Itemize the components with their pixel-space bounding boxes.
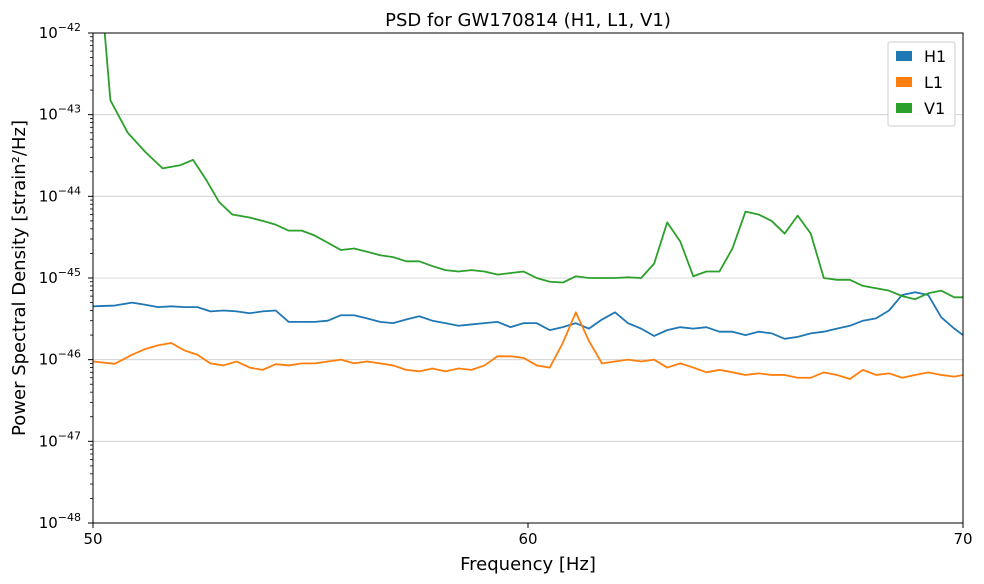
legend-swatch-h1: [896, 51, 912, 61]
y-tick-label-base: 10: [39, 514, 58, 532]
y-tick-label: 10−44: [39, 184, 81, 205]
y-tick-label-base: 10: [39, 106, 58, 124]
y-tick-label-exponent: −46: [58, 348, 81, 361]
y-tick-label-exponent: −47: [58, 429, 81, 442]
y-tick-label-base: 10: [39, 432, 58, 450]
x-axis-ticks: 50 60 70: [83, 523, 973, 548]
y-tick-label: 10−43: [39, 103, 81, 124]
series-line-l1: [93, 311, 963, 380]
series-line-h1: [93, 291, 963, 340]
legend-label-v1: V1: [924, 99, 945, 118]
x-tick-label: 60: [518, 530, 537, 548]
y-tick-label-exponent: −45: [58, 266, 81, 279]
legend-label-h1: H1: [924, 47, 946, 66]
legend-swatch-l1: [896, 77, 912, 87]
y-tick-label-exponent: −44: [58, 184, 81, 197]
y-axis-title: Power Spectral Density [strain²/Hz]: [9, 120, 30, 436]
series-layer: [93, 33, 963, 380]
y-tick-label-exponent: −48: [58, 511, 81, 524]
legend: H1 L1 V1: [887, 41, 956, 127]
y-tick-label: 10−45: [39, 266, 81, 287]
y-tick-label: 10−47: [39, 429, 81, 450]
y-tick-label-base: 10: [39, 269, 58, 287]
y-tick-label-base: 10: [39, 24, 58, 42]
legend-label-l1: L1: [924, 73, 943, 92]
x-tick-label: 50: [83, 530, 102, 548]
y-tick-label: 10−42: [39, 21, 81, 42]
x-tick-label: 70: [953, 530, 972, 548]
chart-title: PSD for GW170814 (H1, L1, V1): [385, 10, 671, 31]
series-line-v1: [103, 33, 963, 301]
y-tick-label-exponent: −43: [58, 103, 81, 116]
y-tick-label-base: 10: [39, 351, 58, 369]
y-tick-label-base: 10: [39, 187, 58, 205]
y-tick-label: 10−48: [39, 511, 81, 532]
y-tick-label: 10−46: [39, 348, 81, 369]
legend-swatch-v1: [896, 103, 912, 113]
x-axis-title: Frequency [Hz]: [460, 554, 596, 575]
y-tick-label-exponent: −42: [58, 21, 81, 34]
